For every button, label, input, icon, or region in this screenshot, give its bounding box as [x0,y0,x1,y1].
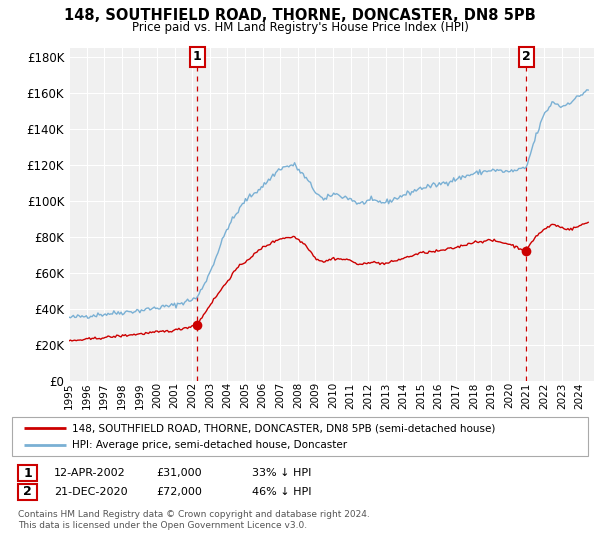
Text: 2: 2 [521,50,530,63]
Text: HPI: Average price, semi-detached house, Doncaster: HPI: Average price, semi-detached house,… [72,440,347,450]
Text: £72,000: £72,000 [156,487,202,497]
Text: This data is licensed under the Open Government Licence v3.0.: This data is licensed under the Open Gov… [18,521,307,530]
Text: Price paid vs. HM Land Registry's House Price Index (HPI): Price paid vs. HM Land Registry's House … [131,21,469,34]
Text: 1: 1 [23,466,32,480]
Text: 46% ↓ HPI: 46% ↓ HPI [252,487,311,497]
Text: 21-DEC-2020: 21-DEC-2020 [54,487,128,497]
Text: £31,000: £31,000 [156,468,202,478]
Text: Contains HM Land Registry data © Crown copyright and database right 2024.: Contains HM Land Registry data © Crown c… [18,510,370,519]
Text: 148, SOUTHFIELD ROAD, THORNE, DONCASTER, DN8 5PB (semi-detached house): 148, SOUTHFIELD ROAD, THORNE, DONCASTER,… [72,423,496,433]
Text: 1: 1 [193,50,202,63]
Text: 148, SOUTHFIELD ROAD, THORNE, DONCASTER, DN8 5PB: 148, SOUTHFIELD ROAD, THORNE, DONCASTER,… [64,8,536,24]
Text: 12-APR-2002: 12-APR-2002 [54,468,126,478]
Text: 33% ↓ HPI: 33% ↓ HPI [252,468,311,478]
Text: 2: 2 [23,485,32,498]
